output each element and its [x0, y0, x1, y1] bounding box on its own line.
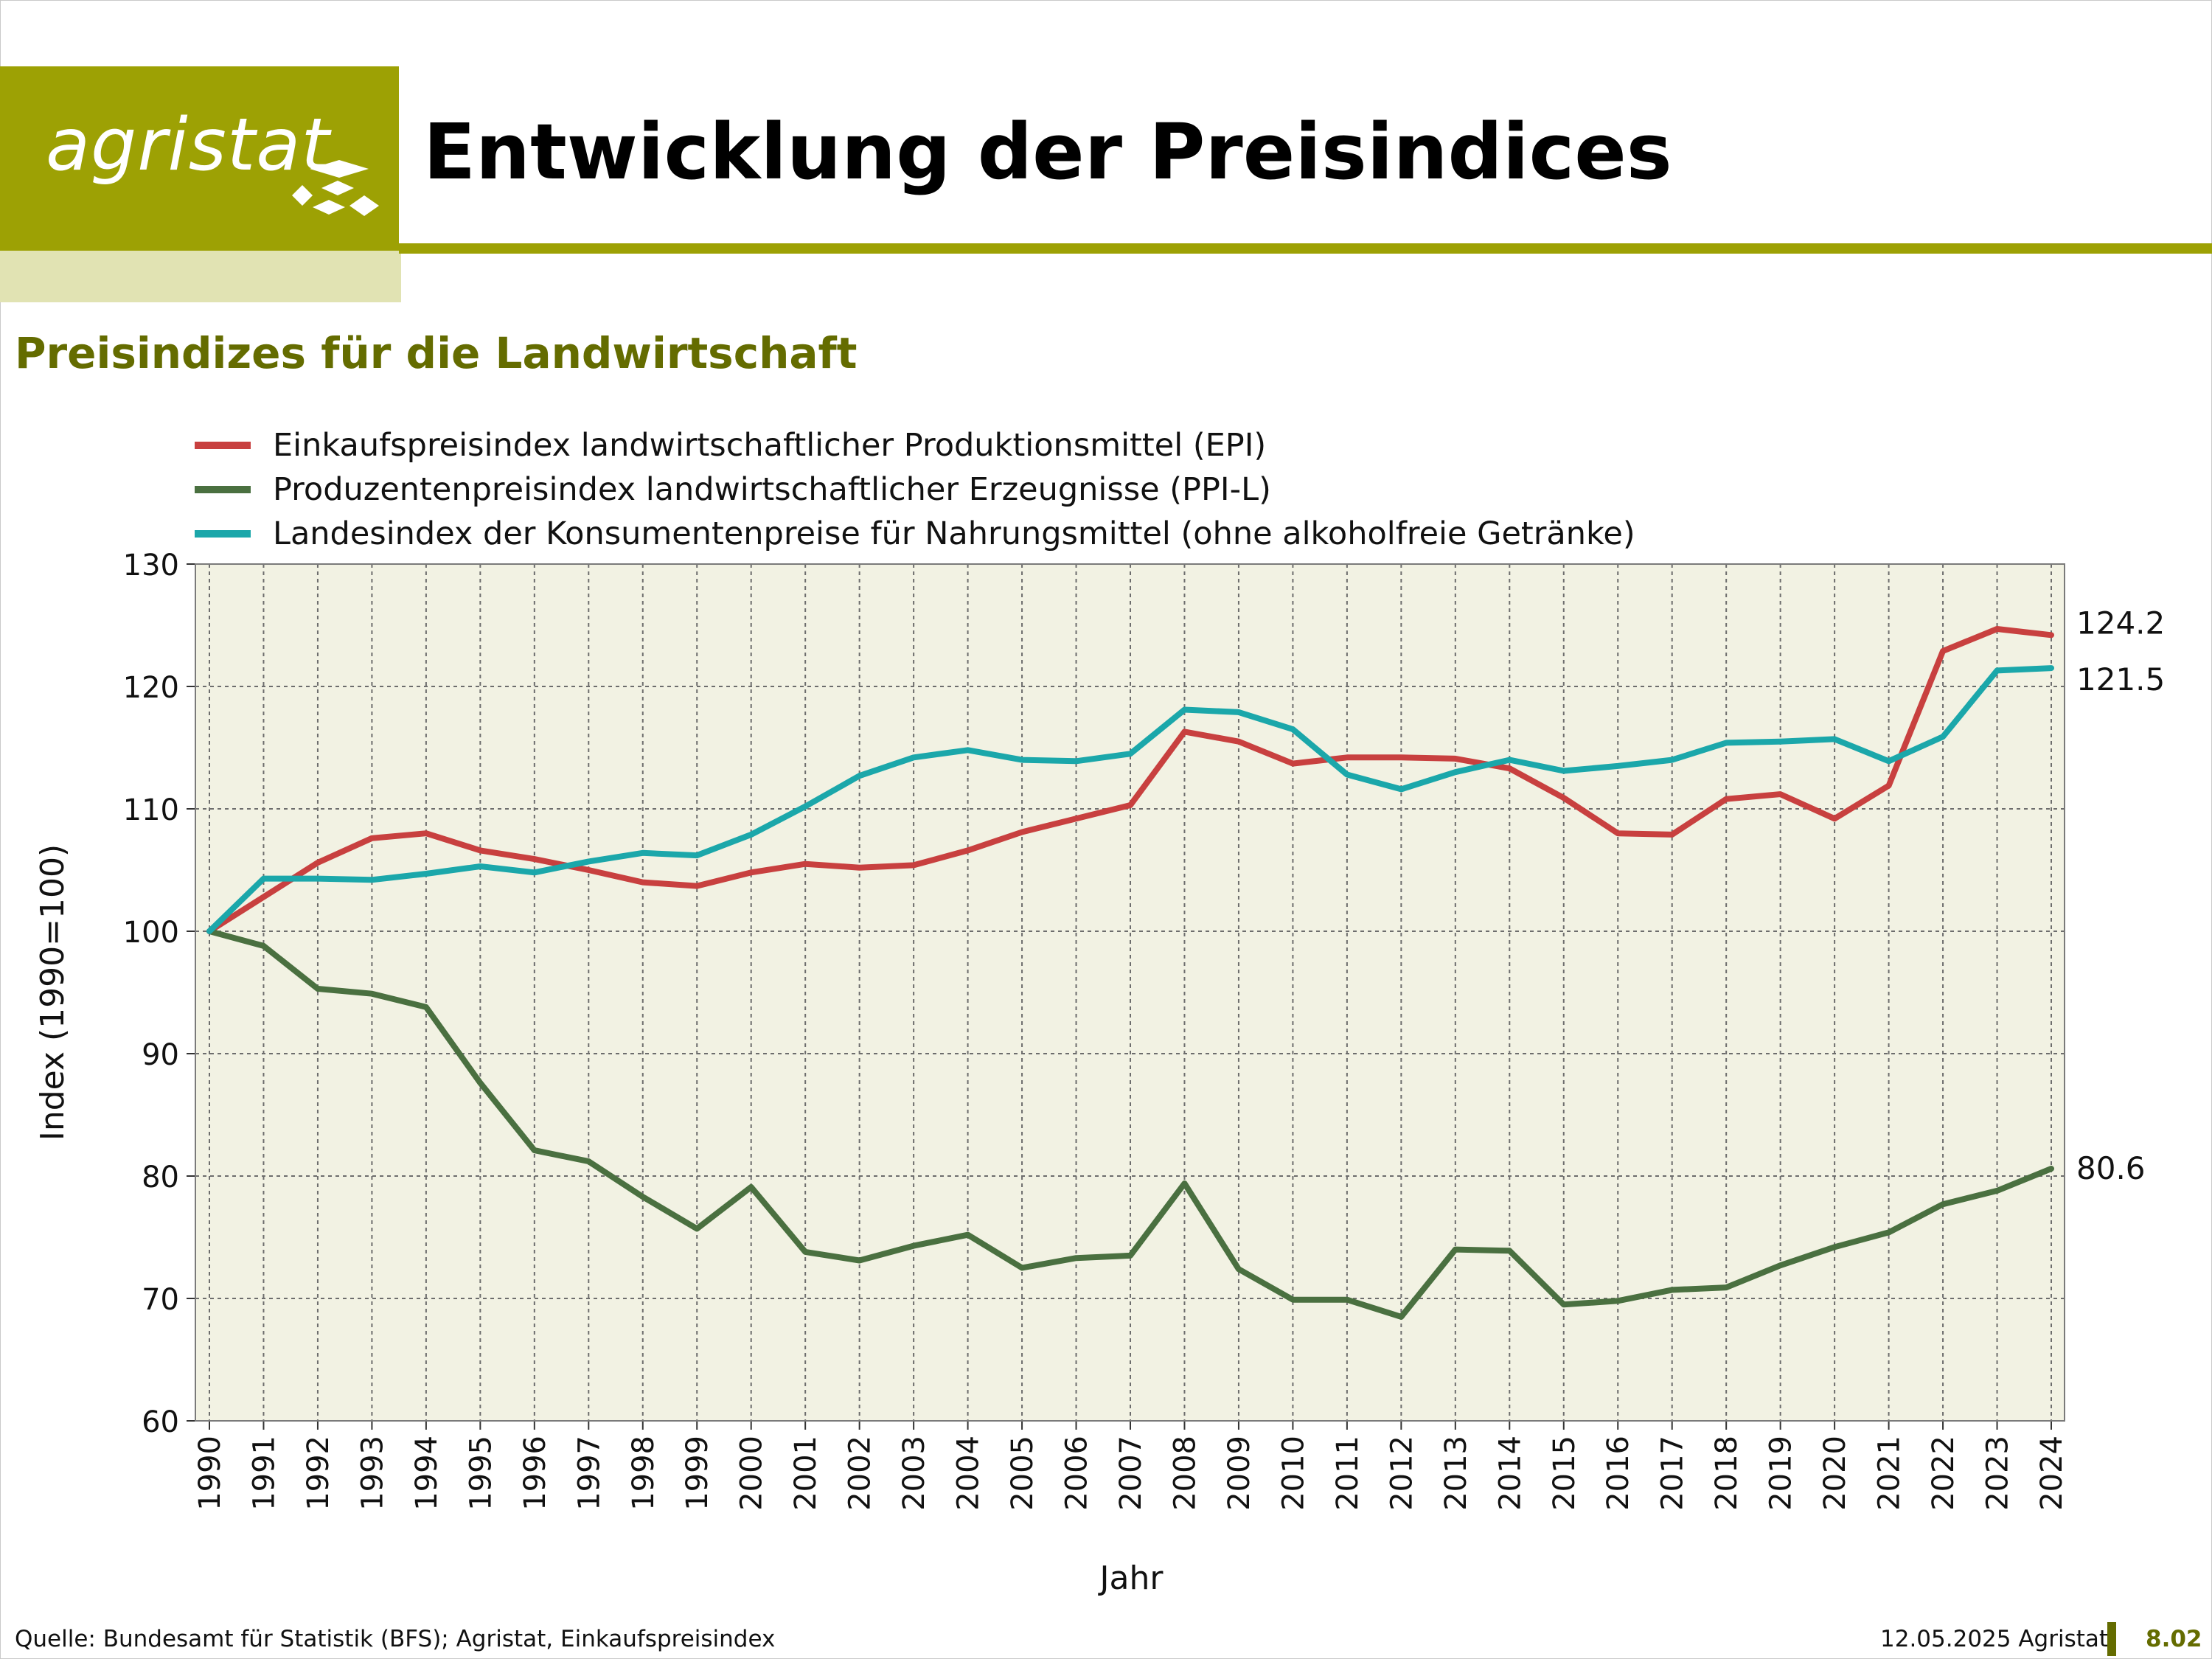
plot-border — [195, 563, 2065, 1422]
y-tick-label: 60 — [142, 1405, 179, 1439]
x-axis-label: Jahr — [1098, 1559, 1164, 1597]
x-tick-label: 2004 — [952, 1436, 986, 1511]
y-tick-label: 90 — [142, 1038, 179, 1072]
footer-divider — [2107, 1622, 2116, 1656]
x-tick-label: 2018 — [1710, 1436, 1744, 1511]
x-tick-label: 1998 — [627, 1436, 661, 1511]
x-tick-label: 2006 — [1060, 1436, 1094, 1511]
legend-label-ppi: Produzentenpreisindex landwirtschaftlich… — [273, 471, 1271, 508]
y-tick-label: 80 — [142, 1161, 179, 1194]
legend-item-epi: Einkaufspreisindex landwirtschaftlicher … — [195, 425, 1266, 466]
x-tick-label: 2016 — [1601, 1436, 1635, 1511]
legend-swatch-lik — [195, 530, 251, 538]
x-tick-label: 2020 — [1818, 1436, 1852, 1511]
legend-item-lik: Landesindex der Konsumentenpreise für Na… — [195, 513, 1635, 554]
x-tick-label: 1994 — [410, 1436, 444, 1511]
x-tick-label: 2009 — [1222, 1436, 1256, 1511]
series-end-label: 121.5 — [2076, 661, 2165, 698]
y-tick-label: 70 — [142, 1283, 179, 1317]
x-tick-label: 2015 — [1548, 1436, 1582, 1511]
x-tick-label: 2003 — [897, 1436, 931, 1511]
x-tick-label: 2012 — [1385, 1436, 1419, 1511]
page-title: Entwicklung der Preisindices — [423, 107, 1672, 197]
x-tick-label: 1995 — [464, 1436, 498, 1511]
y-tick-label: 130 — [123, 549, 179, 582]
x-tick-label: 1999 — [681, 1436, 714, 1511]
x-tick-label: 2013 — [1439, 1436, 1473, 1511]
logo-block — [0, 66, 399, 251]
x-tick-label: 1996 — [518, 1436, 552, 1511]
x-tick-label: 2005 — [1006, 1436, 1040, 1511]
footer-source: Quelle: Bundesamt für Statistik (BFS); A… — [15, 1626, 776, 1652]
x-tick-label: 1997 — [572, 1436, 606, 1511]
x-tick-label: 2014 — [1493, 1436, 1527, 1511]
x-tick-label: 2000 — [735, 1436, 769, 1511]
x-tick-label: 2019 — [1764, 1436, 1798, 1511]
x-tick-label: 2022 — [1927, 1436, 1961, 1511]
x-tick-label: 2010 — [1276, 1436, 1310, 1511]
logo-diamond-icon — [292, 160, 379, 216]
y-tick-label: 120 — [123, 671, 179, 705]
series-end-label: 124.2 — [2076, 605, 2165, 641]
x-tick-label: 2021 — [1873, 1436, 1907, 1511]
page-number: 8.02 — [2146, 1626, 2202, 1652]
series-line — [206, 928, 2054, 1320]
legend-swatch-epi — [195, 442, 251, 449]
x-tick-label: 2011 — [1331, 1436, 1365, 1511]
x-tick-label: 1990 — [193, 1436, 227, 1511]
x-tick-label: 2023 — [1981, 1436, 2015, 1511]
x-tick-label: 2007 — [1114, 1436, 1148, 1511]
legend-label-lik: Landesindex der Konsumentenpreise für Na… — [273, 515, 1635, 552]
legend-item-ppi: Produzentenpreisindex landwirtschaftlich… — [195, 469, 1271, 510]
x-tick-label: 2008 — [1168, 1436, 1202, 1511]
y-tick-label: 110 — [123, 793, 179, 827]
x-tick-label: 2024 — [2035, 1436, 2069, 1511]
legend-label-epi: Einkaufspreisindex landwirtschaftlicher … — [273, 427, 1267, 464]
x-tick-label: 2002 — [844, 1436, 877, 1511]
logo-wordmark: agristat — [46, 103, 330, 187]
series-end-label: 80.6 — [2076, 1150, 2146, 1186]
series-line — [206, 626, 2054, 934]
series-line — [206, 665, 2054, 934]
x-tick-label: 2017 — [1656, 1436, 1690, 1511]
legend-swatch-ppi — [195, 486, 251, 493]
footer-date: 12.05.2025 Agristat — [1880, 1626, 2109, 1652]
header-rule — [399, 243, 2212, 254]
chart-title: Preisindizes für die Landwirtschaft — [15, 328, 858, 378]
logo-accent-strip — [0, 251, 401, 302]
y-tick-label: 100 — [123, 916, 179, 950]
x-tick-label: 1992 — [302, 1436, 335, 1511]
x-tick-label: 1993 — [355, 1436, 389, 1511]
x-tick-label: 2001 — [789, 1436, 823, 1511]
y-axis-label: Index (1990=100) — [34, 844, 72, 1141]
x-tick-label: 1991 — [247, 1436, 281, 1511]
